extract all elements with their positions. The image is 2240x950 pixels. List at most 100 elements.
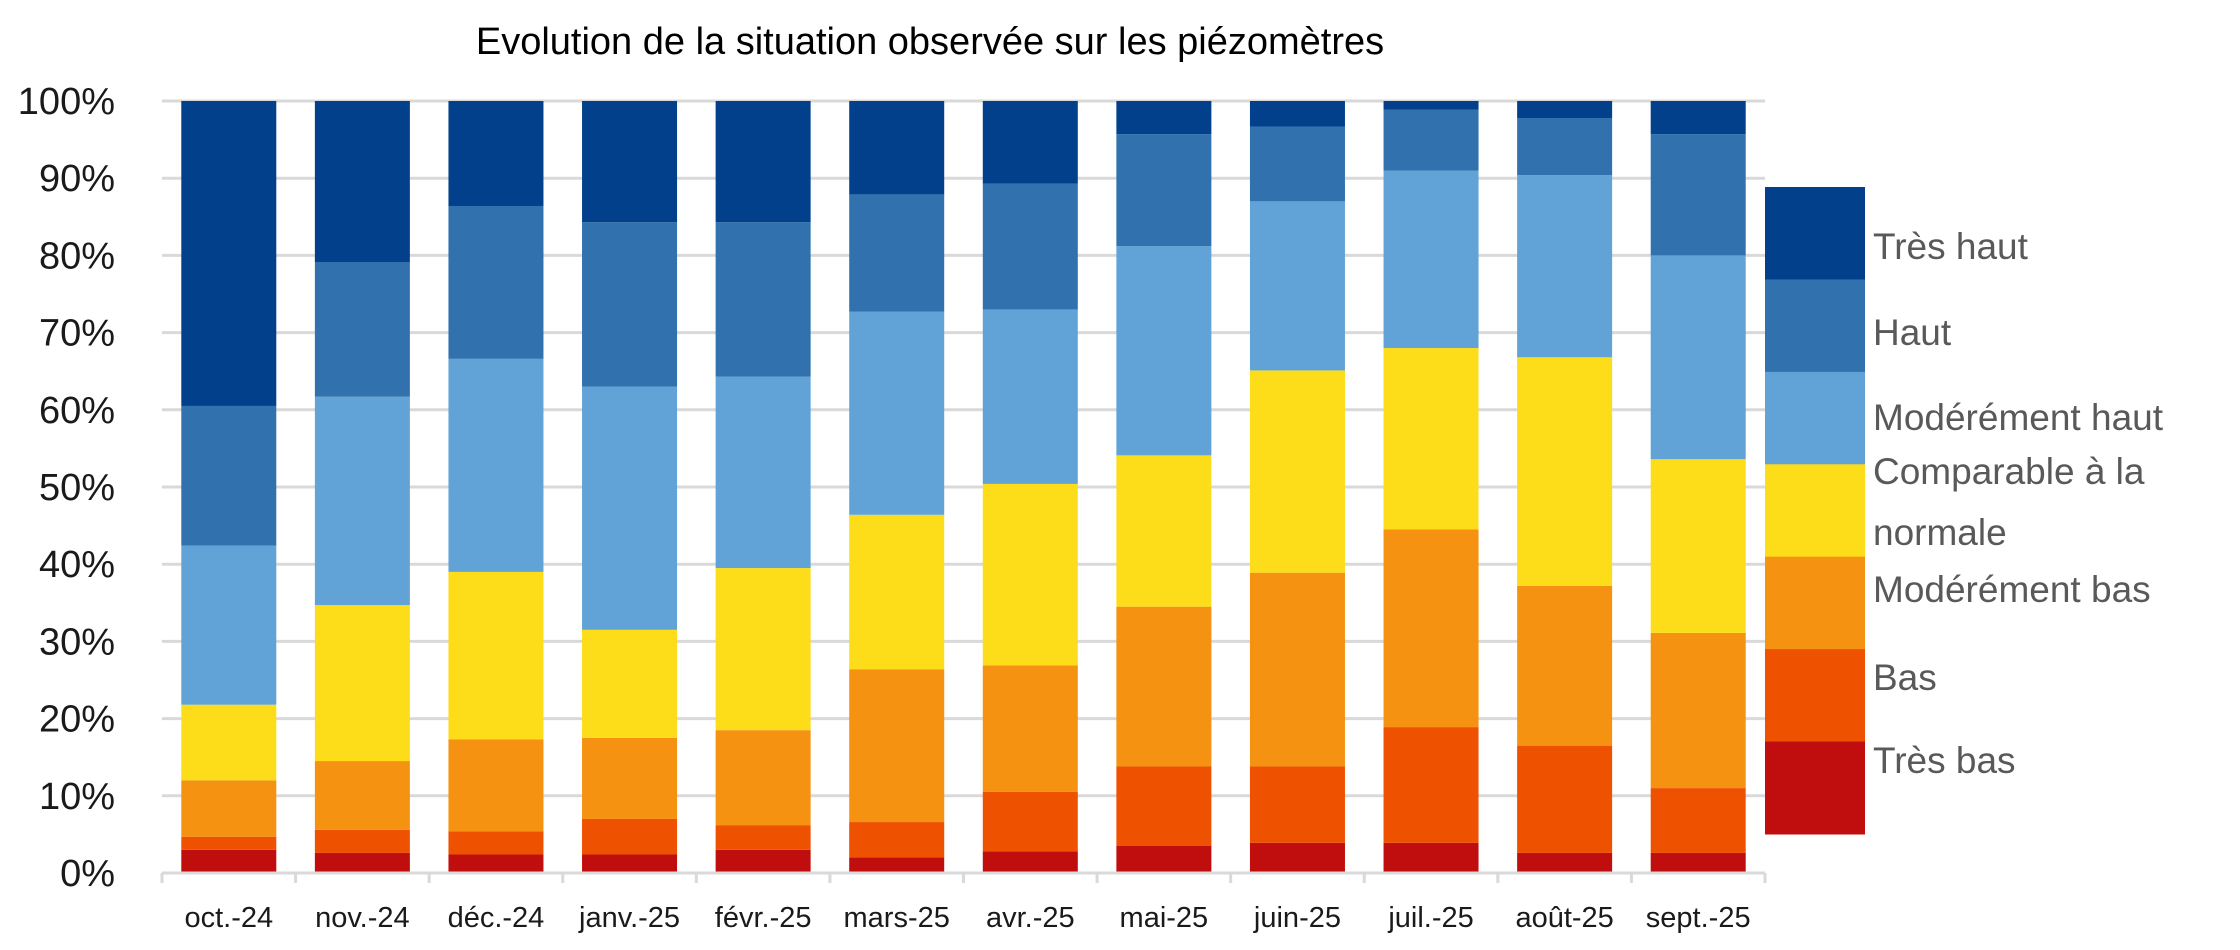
bar-stack [849,101,945,873]
legend-label: Très bas [1873,740,2016,781]
bar-segment [582,222,678,387]
legend-label: Bas [1873,657,1937,698]
bar-segment [1650,134,1746,256]
y-tick-label: 20% [39,699,115,741]
bar-segment [582,101,678,223]
y-tick-label: 60% [39,390,115,432]
bar-segment [314,761,410,830]
bar-stack [448,101,544,873]
bar-segment [1517,852,1613,873]
y-tick-label: 30% [39,621,115,663]
bar-segment [849,822,945,858]
legend-label: Comparable à la [1873,451,2145,492]
bar-segment [1116,455,1212,607]
x-tick-label: janv.-25 [578,902,680,934]
x-tick-label: sept.-25 [1646,902,1751,934]
bar-segment [715,825,811,850]
bar-segment [1383,529,1479,728]
x-tick-label: mai-25 [1120,902,1209,934]
x-tick-label: déc.-24 [448,902,545,934]
bar-stack [1517,101,1613,873]
bar-segment [582,737,678,819]
bar-segment [1517,745,1613,853]
legend-label: Très haut [1873,226,2029,267]
bar-segment [715,101,811,223]
bar-segment [582,386,678,630]
bar-segment [314,396,410,606]
y-tick-label: 100% [18,81,115,123]
bar-segment [314,605,410,762]
bar-segment [181,836,277,850]
bar-segment [1116,101,1212,135]
bar-segment [314,262,410,397]
bar-segment [582,818,678,855]
bar-segment [582,854,678,873]
bar-segment [982,665,1078,792]
bar-stack [181,101,277,873]
y-tick-label: 40% [39,544,115,586]
bar-segment [1517,101,1613,118]
bar-segment [181,405,277,546]
y-tick-label: 0% [60,853,115,895]
x-axis [160,871,1767,883]
bar-segment [1517,585,1613,746]
bar-stack [314,101,410,873]
y-axis-tick-labels: 0% 10% 20% 30% 40% 50% 60% 70% 80% 90% 100% [18,81,115,895]
bar-segment [1116,606,1212,767]
bar-segment [582,629,678,738]
bar-segment [1650,788,1746,853]
bar-segment [1650,101,1746,135]
bar-segment [982,851,1078,873]
y-tick-label: 80% [39,235,115,277]
bar-segment [849,101,945,195]
bar-segment [1650,632,1746,789]
x-tick-label: avr.-25 [986,902,1075,934]
bar-segment [1383,842,1479,873]
bar-segment [1650,459,1746,633]
bar-stack [715,101,811,873]
bar-segment [181,545,277,705]
bar-segment [1249,201,1345,371]
legend-swatch [1765,371,1865,465]
x-tick-label: nov.-24 [315,902,410,934]
bar-segment [982,101,1078,184]
bar-stack [982,101,1078,873]
bar-stack [1116,101,1212,873]
bar-segment [181,101,277,406]
bar-segment [1116,246,1212,456]
bar-segment [314,101,410,263]
legend-swatch [1765,741,1865,835]
bar-segment [1383,109,1479,171]
x-tick-label: mars-25 [844,902,950,934]
y-tick-label: 10% [39,776,115,818]
bar-segment [1517,117,1613,176]
bar-segment [715,849,811,873]
bar-segment [1249,842,1345,873]
bar-segment [1116,766,1212,846]
bar-segment [1383,170,1479,349]
bar-segment [849,194,945,312]
bar-segment [448,739,544,832]
bar-segment [448,571,544,740]
bars [181,101,1746,873]
x-tick-label: août-25 [1515,902,1613,934]
x-axis-tick-labels: oct.-24 nov.-24 déc.-24 janv.-25 févr.-25 mar… [184,902,1750,934]
legend-label: Haut [1873,312,1952,353]
x-tick-label: févr.-25 [715,902,812,934]
bar-segment [715,730,811,826]
bar-segment [448,831,544,855]
bar-segment [982,183,1078,310]
bar-segment [1517,357,1613,586]
chart-title: Evolution de la situation observée sur l… [476,21,1384,63]
bar-segment [849,514,945,670]
legend-swatch [1765,187,1865,280]
bar-segment [448,358,544,572]
bar-segment [1517,175,1613,358]
x-tick-label: juil.-25 [1387,902,1473,934]
bar-segment [715,222,811,377]
bar-segment [849,669,945,823]
gridlines [162,99,1765,875]
legend-swatch [1765,556,1865,650]
bar-segment [1116,134,1212,247]
legend-label: normale [1873,512,2007,553]
